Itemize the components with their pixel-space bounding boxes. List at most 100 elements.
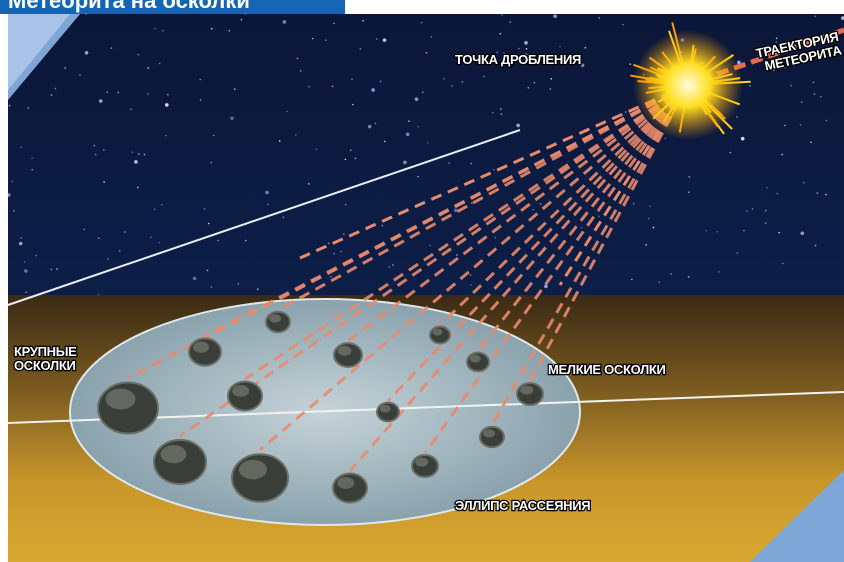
star [688,191,690,193]
star [813,81,815,83]
star [11,181,13,183]
star [371,88,375,92]
star [781,154,783,156]
star [167,94,169,96]
star [64,67,66,69]
star [380,81,382,83]
fragmentation-label: ТОЧКА ДРОБЛЕНИЯ [455,52,581,67]
star [244,13,246,15]
star [417,176,419,178]
star [645,244,647,246]
fragment-highlight [338,346,352,356]
star [815,245,817,247]
star [154,209,156,211]
star [283,20,287,24]
fragment-highlight [269,314,281,322]
star [422,91,424,93]
star [158,242,160,244]
star [238,283,240,285]
star [705,230,707,232]
large-line-1: КРУПНЫЕ [14,344,77,359]
star [286,111,288,113]
star [119,250,121,252]
star [825,194,827,196]
star [790,85,792,87]
star [265,191,269,195]
star [749,85,751,87]
star [382,225,384,227]
star [633,203,635,205]
star [25,291,27,293]
star [267,204,269,206]
star [752,208,754,210]
star [51,94,53,96]
star [257,288,259,290]
star [234,88,236,90]
illustration: ТОЧКА ДРОБЛЕНИЯ ТРАЕКТОРИЯМЕТЕОРИТА КРУП… [0,0,844,562]
star [448,162,450,164]
star [79,74,81,76]
star [528,87,530,89]
star [134,160,138,164]
star [138,54,140,56]
star [297,58,299,60]
star [598,216,600,218]
small-fragments-label: МЕЛКИЕ ОСКОЛКИ [548,362,666,377]
star [392,264,394,266]
star [653,227,655,229]
star [208,223,210,225]
star [649,206,651,208]
star [801,231,805,235]
star [343,233,345,235]
star [111,47,113,49]
star [147,67,149,69]
star [736,116,738,118]
star [98,237,100,239]
star [765,210,767,212]
star [9,105,11,107]
star [144,154,146,156]
star [810,141,812,143]
star [581,227,583,229]
star [518,48,520,50]
star [427,142,429,144]
star [551,78,553,80]
star [213,135,215,137]
star [330,276,332,278]
star [308,86,310,88]
star [245,240,247,242]
star [200,99,202,101]
star [383,38,387,42]
star [737,252,739,254]
star [631,279,633,281]
star [19,242,23,246]
fragment-highlight [380,405,391,413]
fragment-highlight [520,386,533,395]
star [800,124,802,126]
star [470,163,472,165]
star [585,47,587,49]
star [803,182,805,184]
star [345,159,347,161]
star [279,140,281,142]
star [24,261,26,263]
star [51,269,53,271]
star [516,124,520,128]
star [85,13,87,15]
star [499,33,501,35]
star [24,269,28,273]
fragment-highlight [193,342,209,353]
star [193,277,197,281]
fragment-highlight [433,329,443,336]
star [155,28,157,30]
star [199,79,201,81]
star [132,151,134,153]
star [421,22,423,24]
star [211,286,213,288]
star [483,76,485,78]
ellipse-label: ЭЛЛИПС РАССЕЯНИЯ [455,498,590,513]
star [622,24,624,26]
star [648,218,650,220]
star [55,88,57,90]
star [13,210,15,212]
